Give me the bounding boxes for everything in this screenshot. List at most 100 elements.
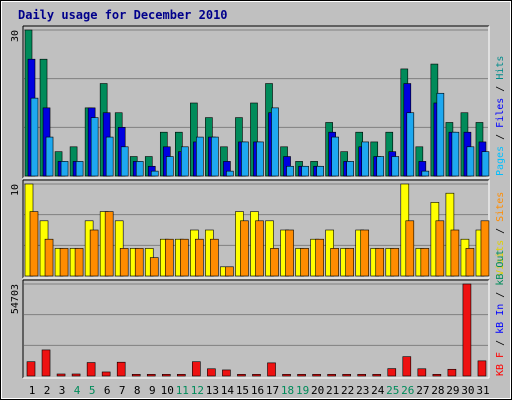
legend-segment: /	[495, 80, 506, 98]
series-sites	[29, 211, 490, 277]
bar-sites-day-10	[164, 238, 174, 277]
bar-kb-f-day-21	[327, 374, 336, 377]
bar-kb-f-day-18	[282, 374, 291, 377]
bar-sites-day-13	[210, 238, 219, 277]
bar-sites-day-14	[225, 266, 234, 277]
x-tick-day-16: 16	[251, 384, 264, 397]
bar-pages-day-16	[256, 141, 264, 177]
bar-kb-f-day-2	[41, 349, 51, 377]
bar-sites-day-23	[360, 229, 370, 277]
bar-kb-f-day-14	[222, 369, 231, 377]
x-tick-day-13: 13	[206, 384, 219, 397]
bar-sites-day-20	[315, 238, 324, 277]
x-tick-day-7: 7	[119, 384, 126, 397]
bar-pages-day-27	[421, 170, 430, 177]
bar-pages-day-8	[135, 161, 144, 177]
x-tick-day-30: 30	[461, 384, 474, 397]
bar-sites-day-21	[330, 248, 339, 277]
bar-sites-day-11	[180, 238, 189, 277]
legend-segment: Hits	[495, 56, 506, 80]
bar-pages-day-12	[196, 136, 204, 177]
x-tick-day-11: 11	[176, 384, 189, 397]
bar-sites-day-15	[240, 220, 249, 277]
series-legend: Visits / Sites	[495, 192, 506, 276]
series-kb-f	[26, 283, 487, 377]
x-tick-day-24: 24	[371, 384, 385, 397]
bar-kb-f-day-11	[177, 374, 186, 377]
series-visits	[24, 183, 485, 277]
x-tick-day-28: 28	[431, 384, 444, 397]
legend-segment: KB F	[495, 352, 506, 376]
bar-sites-day-6	[104, 211, 114, 277]
bar-sites-day-18	[285, 229, 294, 277]
bar-kb-f-day-13	[207, 368, 216, 377]
legend-segment: kB In	[495, 304, 506, 334]
legend-segment: /	[495, 222, 506, 240]
x-tick-day-27: 27	[416, 384, 429, 397]
x-tick-day-26: 26	[401, 384, 414, 397]
bar-sites-day-16	[255, 220, 264, 277]
bar-sites-day-4	[74, 248, 84, 277]
legend-segment: /	[495, 128, 506, 146]
panel-3: 54703 KB F / kB In / kB Out	[10, 250, 506, 379]
bar-kb-f-day-3	[56, 373, 66, 377]
bar-pages-day-20	[316, 165, 324, 177]
bar-kb-f-day-24	[372, 374, 382, 377]
bar-pages-day-4	[75, 161, 84, 177]
bar-kb-f-day-29	[447, 368, 457, 377]
bar-sites-day-30	[465, 248, 475, 277]
bar-pages-day-15	[241, 141, 249, 177]
x-tick-day-4: 4	[74, 384, 81, 397]
bar-sites-day-31	[480, 220, 490, 277]
bar-sites-day-29	[450, 229, 460, 277]
bar-pages-day-3	[60, 161, 69, 177]
bar-kb-f-day-22	[342, 374, 351, 377]
outer-frame-light	[1, 1, 511, 399]
bar-pages-day-11	[181, 146, 189, 177]
legend-segment: Visits	[495, 240, 506, 276]
x-tick-day-6: 6	[104, 384, 111, 397]
bar-pages-day-13	[211, 136, 219, 177]
bar-sites-day-12	[195, 238, 204, 277]
bar-pages-day-7	[120, 146, 129, 177]
x-tick-day-25: 25	[386, 384, 399, 397]
x-axis: 1 2 3 4 5 6 7 8 9 10 11 12 13 14 15 16 17 18 19 20 21 22 23 24 2…	[29, 384, 490, 397]
x-tick-day-3: 3	[59, 384, 66, 397]
x-tick-day-20: 20	[311, 384, 324, 397]
bar-sites-day-17	[270, 248, 279, 277]
bar-sites-day-19	[300, 248, 309, 277]
x-tick-day-12: 12	[191, 384, 204, 397]
bar-pages-day-18	[286, 165, 294, 177]
bar-pages-day-23	[361, 141, 370, 177]
bar-kb-f-day-30	[462, 283, 472, 377]
bar-sites-day-25	[390, 248, 400, 277]
chart-title: Daily usage for December 2010	[18, 8, 228, 22]
bar-pages-day-6	[105, 136, 114, 177]
y-max-label: 10	[10, 184, 21, 196]
bar-pages-day-22	[346, 161, 354, 177]
bar-pages-day-10	[165, 156, 174, 177]
bar-pages-day-25	[391, 156, 400, 177]
series-legend: KB F / kB In / kB Out	[495, 250, 506, 376]
bar-pages-day-29	[451, 131, 460, 177]
x-tick-day-10: 10	[161, 384, 174, 397]
bar-pages-day-24	[376, 156, 385, 177]
bar-kb-f-day-9	[146, 374, 156, 377]
bar-kb-f-day-20	[312, 374, 321, 377]
x-tick-day-19: 19	[296, 384, 309, 397]
legend-segment: Sites	[495, 192, 506, 222]
bar-kb-f-day-23	[357, 374, 367, 377]
x-tick-day-31: 31	[476, 384, 489, 397]
bar-kb-f-day-6	[101, 371, 111, 377]
series-legend: Pages / Files / Hits	[495, 56, 506, 176]
bar-sites-day-8	[134, 248, 144, 277]
bar-kb-f-day-27	[417, 368, 427, 377]
bar-kb-f-day-17	[267, 362, 276, 377]
bar-sites-day-26	[405, 220, 415, 277]
x-tick-day-5: 5	[89, 384, 96, 397]
panel-background	[23, 280, 489, 378]
bar-sites-day-27	[420, 248, 430, 277]
legend-segment: /	[495, 286, 506, 304]
